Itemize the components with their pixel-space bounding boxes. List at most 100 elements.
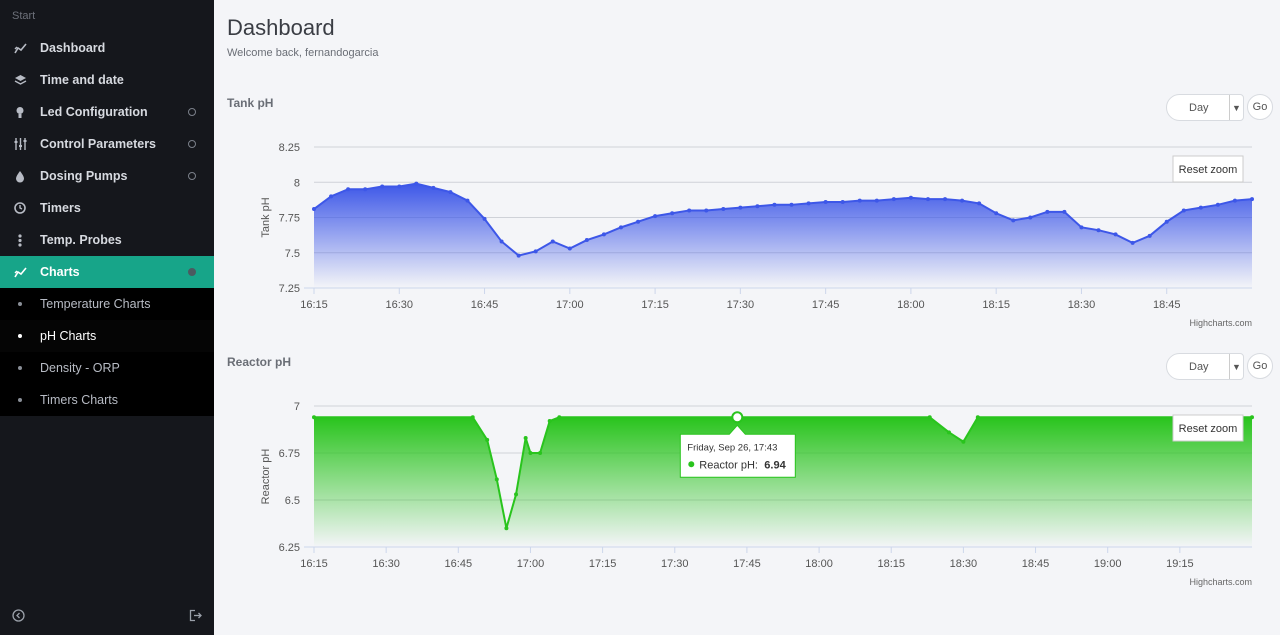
layers-icon xyxy=(12,72,28,88)
data-point xyxy=(567,246,572,251)
logout-icon[interactable] xyxy=(189,609,202,625)
data-point xyxy=(346,187,351,192)
sidebar-item-dosing-pumps[interactable]: Dosing Pumps xyxy=(0,160,214,192)
sidebar-item-dashboard[interactable]: Dashboard xyxy=(0,32,214,64)
range-select[interactable]: Day ▼ xyxy=(1166,94,1244,121)
go-button[interactable]: Go xyxy=(1247,353,1273,379)
data-point xyxy=(908,195,913,200)
sidebar-item-label: Temp. Probes xyxy=(40,233,122,247)
sidebar-item-time-and-date[interactable]: Time and date xyxy=(0,64,214,96)
x-tick-label: 18:15 xyxy=(982,299,1010,311)
range-select-value: Day xyxy=(1189,101,1209,114)
sidebar-item-temp-probes[interactable]: Temp. Probes xyxy=(0,224,214,256)
bullet-icon xyxy=(18,366,22,370)
data-point xyxy=(557,415,562,420)
data-point xyxy=(1181,208,1186,213)
y-tick-label: 8.25 xyxy=(279,142,300,154)
x-tick-label: 17:30 xyxy=(661,558,689,570)
bulb-icon xyxy=(12,104,28,120)
data-point xyxy=(927,415,932,420)
data-point xyxy=(397,184,402,189)
y-tick-label: 7 xyxy=(294,401,300,413)
data-point xyxy=(891,197,896,202)
sidebar: Start Dashboard Time and date Led Config… xyxy=(0,0,214,635)
x-tick-label: 16:30 xyxy=(372,558,400,570)
data-point xyxy=(1062,209,1067,214)
x-tick-label: 16:15 xyxy=(300,558,328,570)
tooltip-series-label: Reactor pH: xyxy=(699,459,758,471)
sidebar-item-label: Timers xyxy=(40,201,81,215)
x-tick-label: 18:00 xyxy=(897,299,925,311)
data-point xyxy=(380,184,385,189)
sidebar-item-label: Charts xyxy=(40,265,80,279)
sidebar-item-led-configuration[interactable]: Led Configuration xyxy=(0,96,214,128)
data-point xyxy=(465,198,470,203)
data-point xyxy=(636,219,641,224)
data-point xyxy=(738,205,743,210)
data-point xyxy=(312,207,316,212)
status-dot xyxy=(188,140,196,148)
data-point xyxy=(550,239,555,244)
reset-zoom-button[interactable]: Reset zoom xyxy=(1172,414,1244,442)
sidebar-item-charts[interactable]: Charts xyxy=(0,256,214,288)
data-point xyxy=(1028,215,1033,220)
series-area xyxy=(314,183,1252,288)
submenu-item-temperature-charts[interactable]: Temperature Charts xyxy=(0,288,214,320)
collapse-icon[interactable] xyxy=(12,609,25,625)
data-point xyxy=(601,232,606,237)
data-point xyxy=(943,197,948,202)
tooltip-box xyxy=(679,424,796,478)
submenu-item-timers-charts[interactable]: Timers Charts xyxy=(0,384,214,416)
sidebar-item-timers[interactable]: Timers xyxy=(0,192,214,224)
data-point xyxy=(516,253,521,258)
data-point xyxy=(977,201,982,206)
chart-line-icon xyxy=(12,264,28,280)
x-tick-label: 18:30 xyxy=(950,558,978,570)
reactor-ph-chart[interactable]: 6.25 6.5 6.75 7 16:15 16:30 16:45 17:00 17:15 17:… xyxy=(214,390,1280,590)
reset-zoom-bg xyxy=(1172,155,1244,183)
x-tick-label: 18:00 xyxy=(805,558,833,570)
range-select[interactable]: Day ▼ xyxy=(1166,353,1244,380)
tooltip-time: Friday, Sep 26, 17:43 xyxy=(687,442,777,453)
data-point xyxy=(547,419,552,424)
data-point xyxy=(523,435,528,440)
tank-ph-chart[interactable]: 7.25 7.5 7.75 8 8.25 16:15 16:30 16:45 17:00 17:1… xyxy=(214,130,1280,330)
x-tick-label: 18:15 xyxy=(877,558,905,570)
y-tick-label: 6.5 xyxy=(285,495,300,507)
sidebar-item-label: Dashboard xyxy=(40,41,106,55)
sidebar-item-control-parameters[interactable]: Control Parameters xyxy=(0,128,214,160)
data-point xyxy=(312,415,316,420)
data-point xyxy=(704,208,709,213)
x-tick-label: 16:45 xyxy=(445,558,473,570)
page-title: Dashboard xyxy=(227,15,335,40)
data-point xyxy=(1096,228,1101,233)
bullet-icon xyxy=(18,302,22,306)
submenu-item-ph-charts[interactable]: pH Charts xyxy=(0,320,214,352)
series-area xyxy=(314,417,1252,547)
x-tick-label: 18:45 xyxy=(1153,299,1181,311)
data-point xyxy=(482,216,487,221)
go-button[interactable]: Go xyxy=(1247,94,1273,120)
y-tick-label: 7.5 xyxy=(285,248,300,260)
data-point xyxy=(670,211,675,216)
data-point xyxy=(538,451,543,455)
chart-line-icon xyxy=(12,40,28,56)
data-point xyxy=(494,477,499,482)
sidebar-item-label: Dosing Pumps xyxy=(40,169,128,183)
data-point xyxy=(504,526,509,531)
x-tick-label: 19:15 xyxy=(1166,558,1194,570)
y-tick-label: 7.75 xyxy=(279,213,300,225)
data-point xyxy=(363,187,368,192)
reset-zoom-button[interactable]: Reset zoom xyxy=(1172,155,1244,183)
data-point xyxy=(499,239,504,244)
data-point xyxy=(470,415,475,420)
x-tick-label: 18:45 xyxy=(1022,558,1050,570)
drop-icon xyxy=(12,168,28,184)
data-point xyxy=(789,202,794,207)
data-point xyxy=(533,249,538,254)
reset-zoom-bg xyxy=(1172,414,1244,442)
submenu-item-density-orp[interactable]: Density - ORP xyxy=(0,352,214,384)
chevron-down-icon: ▼ xyxy=(1229,95,1243,120)
x-tick-label: 17:00 xyxy=(556,299,584,311)
status-dot xyxy=(188,172,196,180)
